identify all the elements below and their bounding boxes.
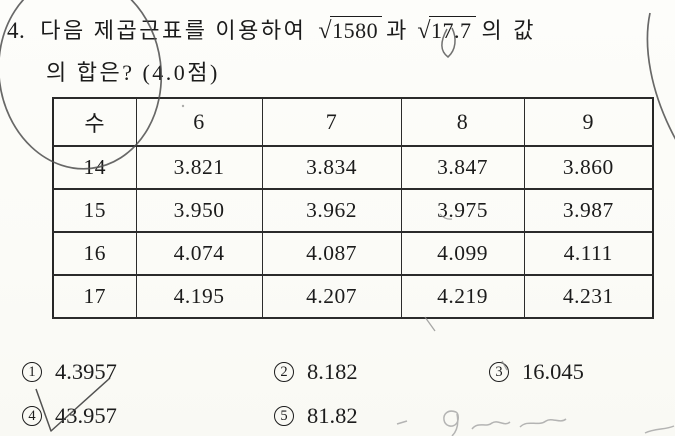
option-value: 43.957	[55, 403, 117, 428]
table-row: 14 3.821 3.834 3.847 3.860	[52, 145, 654, 190]
table-row: 16 4.074 4.087 4.099 4.111	[52, 231, 654, 276]
radical-icon: √	[318, 18, 333, 44]
row-label: 17	[52, 274, 137, 319]
radicand-1: 1580	[330, 16, 383, 43]
radical-icon: √	[417, 18, 431, 44]
table-header-cell: 7	[261, 97, 402, 147]
option-value: 8.182	[307, 359, 358, 384]
circled-number-icon: 5	[274, 406, 294, 426]
row-label: 14	[52, 145, 137, 190]
table-cell: 3.975	[400, 188, 525, 233]
question-conjunction: 과	[386, 18, 408, 43]
table-header-row: 수 6 7 8 9	[52, 97, 654, 147]
table-header-cell: 9	[523, 97, 654, 147]
table-cell: 4.087	[261, 231, 402, 276]
table-cell: 4.207	[261, 274, 402, 319]
table-header-cell: 8	[400, 97, 525, 147]
option-3: 3 16.045	[489, 359, 584, 385]
question-intro-text: 다음 제곱근표를 이용하여	[40, 18, 307, 43]
table-cell: 3.821	[135, 145, 263, 190]
table-cell: 4.219	[400, 274, 525, 319]
question-number: 4.	[7, 18, 26, 43]
option-value: 81.82	[307, 403, 358, 428]
pen-scribble-bottom-right	[396, 410, 675, 436]
question-line-1: 4. 다음 제곱근표를 이용하여 √1580 과 √17.7 의 값	[7, 13, 536, 45]
table-cell: 4.074	[135, 231, 263, 276]
option-4: 4 43.957	[22, 403, 117, 429]
table-cell: 3.962	[261, 188, 402, 233]
option-value: 4.3957	[55, 359, 117, 384]
sqrt-expression-1: √1580	[318, 16, 383, 44]
question-line-2: 의 합은? (4.0점)	[46, 60, 220, 85]
table-cell: 4.111	[523, 231, 654, 276]
table-cell: 4.231	[523, 274, 654, 319]
row-label: 16	[52, 231, 137, 276]
table-cell: 3.950	[135, 188, 263, 233]
sqrt-expression-2: √17.7	[417, 16, 476, 44]
option-1: 1 4.3957	[22, 359, 117, 385]
row-label: 15	[52, 188, 137, 233]
circled-number-icon: 2	[274, 362, 294, 382]
table-row: 17 4.195 4.207 4.219 4.231	[52, 274, 654, 319]
question-after-text: 의 값	[481, 18, 537, 43]
circled-number-icon: 3	[489, 362, 509, 382]
circled-number-icon: 4	[22, 406, 42, 426]
table-cell: 3.847	[400, 145, 525, 190]
table-cell: 3.834	[261, 145, 402, 190]
table-row: 15 3.950 3.962 3.975 3.987	[52, 188, 654, 233]
table-header-cell: 6	[135, 97, 263, 147]
table-cell: 4.099	[400, 231, 525, 276]
table-header-cell: 수	[52, 97, 137, 147]
table-cell: 4.195	[135, 274, 263, 319]
circled-number-icon: 1	[22, 362, 42, 382]
table-cell: 3.860	[523, 145, 654, 190]
option-2: 2 8.182	[274, 359, 358, 385]
table-cell: 3.987	[523, 188, 654, 233]
option-value: 16.045	[522, 359, 584, 384]
square-root-table: 수 6 7 8 9 14 3.821 3.834 3.847 3.860 15 …	[52, 97, 654, 319]
radicand-2: 17.7	[429, 16, 476, 43]
option-5: 5 81.82	[274, 403, 358, 429]
